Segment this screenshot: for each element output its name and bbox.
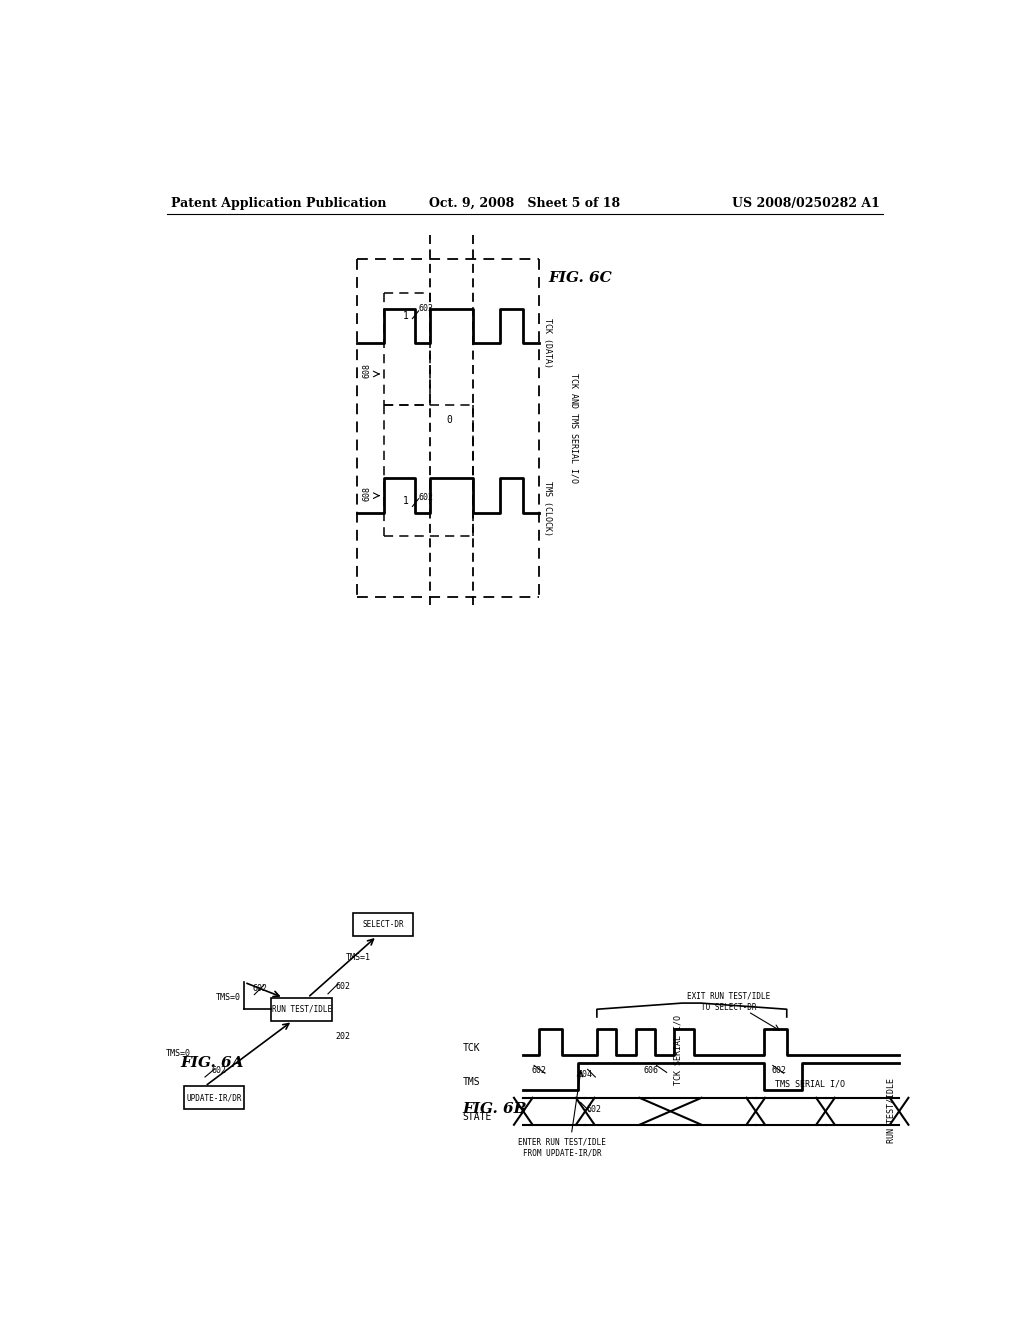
Text: 602: 602 [211,1067,226,1076]
Text: TCK (DATA): TCK (DATA) [543,318,552,368]
Text: 608: 608 [362,363,372,378]
Bar [183,1086,245,1109]
Text: UPDATE-IR/DR: UPDATE-IR/DR [186,1093,242,1102]
Text: 604: 604 [578,1071,593,1080]
Text: TCK: TCK [463,1043,480,1053]
Text: 602: 602 [771,1067,786,1076]
Text: RUN TEST/IDLE: RUN TEST/IDLE [271,1005,332,1014]
Bar [352,913,414,936]
Text: TMS=0: TMS=0 [166,1049,191,1059]
Text: 602: 602 [336,982,350,990]
Text: 602: 602 [587,1105,602,1114]
Text: 606: 606 [644,1067,658,1076]
Text: TCK SERIAL I/O: TCK SERIAL I/O [674,1015,683,1085]
Text: FIG. 6B: FIG. 6B [463,1102,527,1117]
Text: FIG. 6A: FIG. 6A [180,1056,244,1071]
Text: SELECT-DR: SELECT-DR [362,920,403,929]
Text: 602: 602 [252,983,267,993]
Text: RUN TEST/IDLE: RUN TEST/IDLE [886,1078,895,1143]
Text: 602: 602 [419,304,433,313]
Text: TMS (CLOCK): TMS (CLOCK) [543,482,552,536]
Text: 608: 608 [362,486,372,500]
Bar [271,998,332,1020]
Text: 602: 602 [531,1067,546,1076]
Text: 0: 0 [446,416,453,425]
Text: STATE: STATE [463,1111,493,1122]
Text: TMS=1: TMS=1 [346,953,371,962]
Text: 202: 202 [336,1032,350,1040]
Text: 1: 1 [402,496,409,506]
Text: US 2008/0250282 A1: US 2008/0250282 A1 [732,197,880,210]
Text: EXIT RUN TEST/IDLE
TO SELECT-DR: EXIT RUN TEST/IDLE TO SELECT-DR [687,991,770,1011]
Text: TMS=0: TMS=0 [215,993,241,1002]
Text: TMS SERIAL I/O: TMS SERIAL I/O [775,1080,845,1089]
Text: TMS: TMS [463,1077,480,1088]
Text: FIG. 6C: FIG. 6C [549,271,612,285]
Text: Oct. 9, 2008   Sheet 5 of 18: Oct. 9, 2008 Sheet 5 of 18 [429,197,621,210]
Text: Patent Application Publication: Patent Application Publication [171,197,386,210]
Text: ENTER RUN TEST/IDLE
FROM UPDATE-IR/DR: ENTER RUN TEST/IDLE FROM UPDATE-IR/DR [518,1138,606,1158]
Text: 1: 1 [402,312,409,321]
Text: 602: 602 [419,492,433,502]
Text: TCK AND TMS SERIAL I/O: TCK AND TMS SERIAL I/O [569,374,579,483]
